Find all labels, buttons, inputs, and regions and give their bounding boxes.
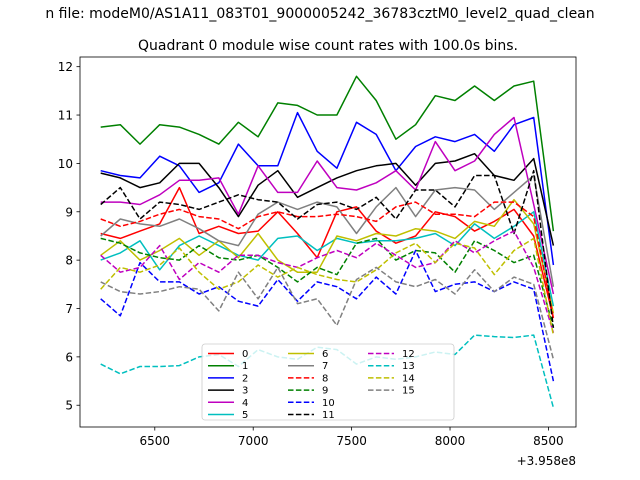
x-tick-label: 8000 xyxy=(435,434,466,448)
legend-label-4: 4 xyxy=(242,398,248,409)
legend-label-5: 5 xyxy=(242,410,248,421)
series-line-5 xyxy=(100,211,555,307)
x-tick-label: 6500 xyxy=(140,434,171,448)
series-line-15 xyxy=(100,266,555,360)
series-line-7 xyxy=(100,174,555,287)
y-tick-label: 12 xyxy=(58,60,73,74)
series-line-2 xyxy=(100,111,555,266)
legend-label-3: 3 xyxy=(242,386,248,397)
series-line-4 xyxy=(100,116,555,295)
legend-label-10: 10 xyxy=(322,398,335,409)
series-line-0 xyxy=(100,186,555,319)
legend-label-12: 12 xyxy=(402,349,415,360)
figure-suptitle: n file: modeM0/AS1A11_083T01_9000005242_… xyxy=(45,6,594,22)
legend-label-11: 11 xyxy=(322,410,335,421)
y-tick-label: 6 xyxy=(65,350,73,364)
series-line-1 xyxy=(100,75,555,232)
legend-label-0: 0 xyxy=(242,349,248,360)
y-tick-label: 5 xyxy=(65,399,73,413)
axes-frame xyxy=(79,56,577,428)
legend-label-7: 7 xyxy=(322,361,328,372)
y-tick-label: 9 xyxy=(65,205,73,219)
series-line-12 xyxy=(100,230,555,333)
x-tick-label: 7500 xyxy=(336,434,367,448)
y-tick-label: 7 xyxy=(65,302,73,316)
y-tick-label: 10 xyxy=(58,157,73,171)
series-line-11 xyxy=(100,169,555,328)
x-offset-label: +3.958e8 xyxy=(517,454,576,468)
legend-label-1: 1 xyxy=(242,361,248,372)
y-tick-label: 8 xyxy=(65,254,73,268)
x-tick-label: 7000 xyxy=(238,434,269,448)
legend-label-15: 15 xyxy=(402,386,415,397)
legend-label-6: 6 xyxy=(322,349,328,360)
series-line-9 xyxy=(100,237,555,328)
chart-title: Quadrant 0 module wise count rates with … xyxy=(138,38,518,54)
legend-label-13: 13 xyxy=(402,361,415,372)
legend-label-14: 14 xyxy=(402,373,415,384)
legend-box xyxy=(201,343,455,421)
legend-label-9: 9 xyxy=(322,386,328,397)
series-line-14 xyxy=(100,237,555,336)
series-line-10 xyxy=(100,249,555,382)
series-line-8 xyxy=(100,201,555,319)
x-tick-label: 8500 xyxy=(533,434,564,448)
legend-label-8: 8 xyxy=(322,373,328,384)
legend-label-2: 2 xyxy=(242,373,248,384)
y-tick-label: 11 xyxy=(58,109,73,123)
